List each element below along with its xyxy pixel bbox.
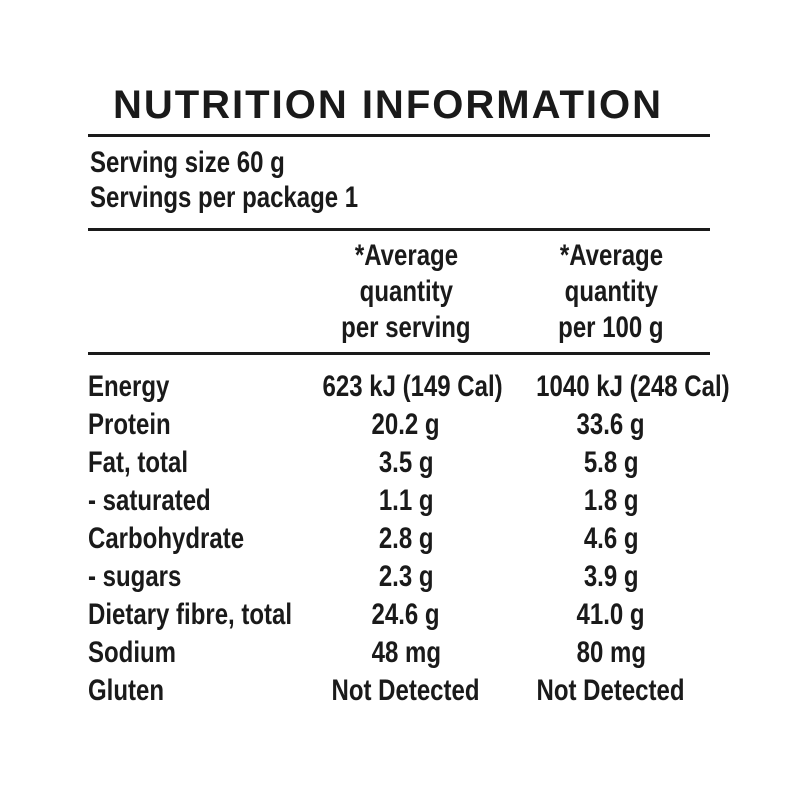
column-header-line: quantity (564, 275, 658, 308)
nutrient-row: Gluten Not Detected Not Detected (88, 672, 710, 710)
column-headers: *Average quantity per serving *Average quan… (88, 238, 710, 346)
per-serving-value: 3.5 g (378, 446, 434, 479)
per-serving-value: 2.8 g (378, 522, 434, 555)
per-serving-value: Not Detected (331, 674, 481, 707)
per-100g-value: 41.0 g (576, 598, 646, 631)
column-header-per-100g: *Average quantity per 100 g (512, 238, 710, 346)
nutrient-label: Protein (88, 408, 171, 441)
nutrient-row: Energy 623 kJ (149 Cal) 1040 kJ (248 Cal… (88, 368, 730, 406)
column-header-line: per serving (341, 311, 471, 344)
per-serving-value: 24.6 g (371, 598, 441, 631)
nutrient-label: Dietary fibre, total (88, 598, 293, 631)
per-serving-value: 1.1 g (378, 484, 434, 517)
serving-size-line: Serving size 60 g (90, 145, 712, 180)
nutrition-panel: NUTRITION INFORMATION Serving size 60 g … (88, 0, 730, 800)
servings-per-package-text: Servings per package 1 (90, 181, 359, 214)
per-100g-value: 80 mg (576, 636, 646, 669)
per-serving-value: 2.3 g (378, 560, 434, 593)
nutrient-row: - sugars 2.3 g 3.9 g (88, 558, 710, 596)
nutrient-label: Carbohydrate (88, 522, 245, 555)
column-header-spacer (88, 238, 300, 346)
nutrient-row: Protein 20.2 g 33.6 g (88, 406, 710, 444)
divider-under-title (88, 134, 710, 137)
nutrient-label: Gluten (88, 674, 164, 707)
nutrient-label: - saturated (88, 484, 211, 517)
serving-info: Serving size 60 g Servings per package 1 (90, 145, 712, 215)
nutrient-label: Sodium (88, 636, 176, 669)
per-100g-value: Not Detected (536, 674, 686, 707)
per-100g-value: 33.6 g (576, 408, 646, 441)
per-100g-value: 3.9 g (583, 560, 639, 593)
divider-under-serving-info (88, 228, 710, 231)
per-100g-value: 1.8 g (583, 484, 639, 517)
servings-per-package-line: Servings per package 1 (90, 180, 712, 215)
per-serving-value: 623 kJ (149 Cal) (322, 370, 503, 403)
divider-under-column-headers (88, 352, 710, 355)
per-serving-value: 20.2 g (371, 408, 441, 441)
nutrient-label: Fat, total (88, 446, 188, 479)
nutrient-row: Dietary fibre, total 24.6 g 41.0 g (88, 596, 710, 634)
nutrient-label: - sugars (88, 560, 182, 593)
serving-size-text: Serving size 60 g (90, 146, 285, 179)
column-header-line: *Average (354, 239, 458, 272)
per-100g-value: 4.6 g (583, 522, 639, 555)
nutrient-row: Carbohydrate 2.8 g 4.6 g (88, 520, 710, 558)
column-header-line: per 100 g (558, 311, 664, 344)
column-header-line: *Average (559, 239, 663, 272)
nutrient-table: Energy 623 kJ (149 Cal) 1040 kJ (248 Cal… (88, 368, 730, 710)
nutrient-row: - saturated 1.1 g 1.8 g (88, 482, 710, 520)
panel-title: NUTRITION INFORMATION (112, 83, 664, 127)
nutrient-row: Fat, total 3.5 g 5.8 g (88, 444, 710, 482)
column-header-line: quantity (359, 275, 453, 308)
per-serving-value: 48 mg (371, 636, 441, 669)
per-100g-value: 5.8 g (583, 446, 639, 479)
column-header-per-serving: *Average quantity per serving (300, 238, 512, 346)
nutrient-row: Sodium 48 mg 80 mg (88, 634, 710, 672)
per-100g-value: 1040 kJ (248 Cal) (536, 370, 730, 403)
nutrient-label: Energy (88, 370, 170, 403)
